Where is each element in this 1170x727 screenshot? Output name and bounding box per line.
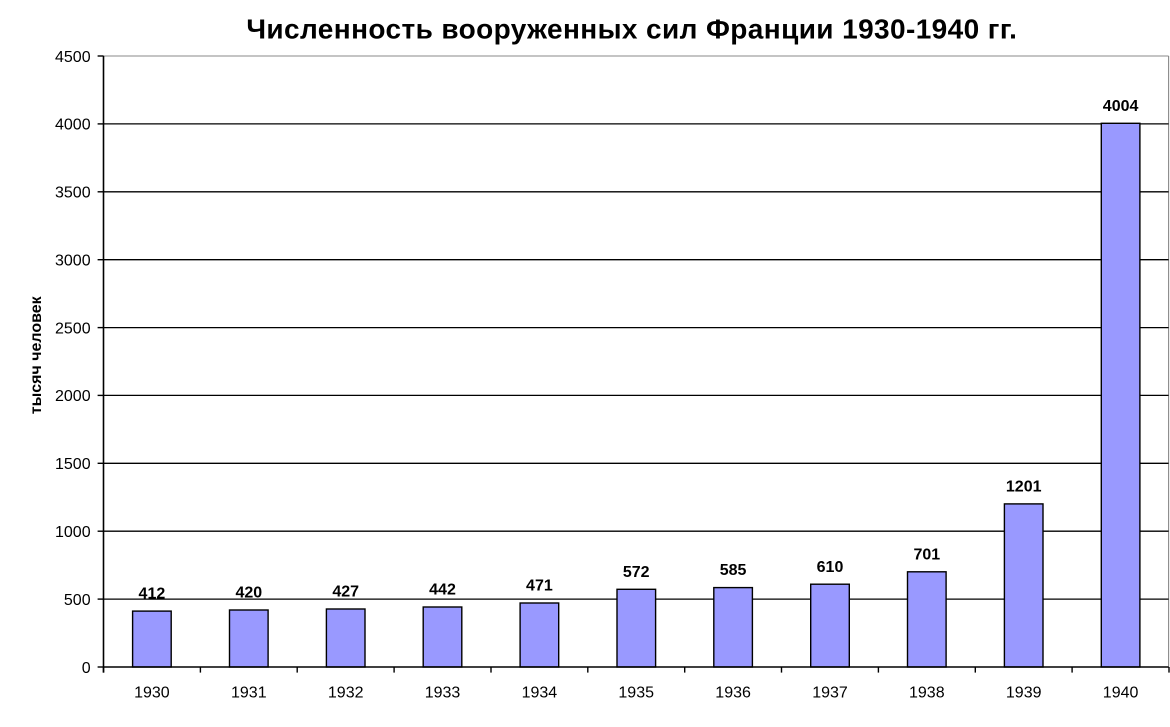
svg-text:500: 500 (64, 592, 91, 609)
svg-text:1938: 1938 (909, 685, 945, 702)
svg-text:1930: 1930 (134, 685, 170, 702)
svg-text:1934: 1934 (522, 685, 558, 702)
svg-text:Численность вооруженных сил Фр: Численность вооруженных сил Франции 1930… (246, 14, 1017, 45)
svg-text:427: 427 (332, 584, 359, 601)
svg-text:2500: 2500 (55, 320, 91, 337)
svg-text:1937: 1937 (812, 685, 848, 702)
svg-text:610: 610 (817, 559, 844, 576)
svg-text:1000: 1000 (55, 524, 91, 541)
svg-text:1936: 1936 (715, 685, 751, 702)
svg-text:2000: 2000 (55, 388, 91, 405)
svg-text:4004: 4004 (1103, 98, 1139, 115)
svg-text:3000: 3000 (55, 253, 91, 270)
svg-text:1939: 1939 (1006, 685, 1042, 702)
svg-text:1935: 1935 (618, 685, 654, 702)
svg-text:1940: 1940 (1103, 685, 1139, 702)
svg-text:1933: 1933 (425, 685, 461, 702)
svg-text:585: 585 (720, 562, 747, 579)
svg-text:1931: 1931 (231, 685, 267, 702)
svg-text:1500: 1500 (55, 456, 91, 473)
svg-text:412: 412 (139, 586, 166, 603)
svg-text:420: 420 (235, 585, 262, 602)
svg-text:572: 572 (623, 564, 650, 581)
svg-text:442: 442 (429, 582, 456, 599)
svg-text:3500: 3500 (55, 185, 91, 202)
svg-text:4000: 4000 (55, 117, 91, 134)
svg-text:701: 701 (913, 546, 940, 563)
svg-text:471: 471 (526, 578, 553, 595)
svg-text:1932: 1932 (328, 685, 364, 702)
svg-text:0: 0 (82, 660, 91, 677)
svg-text:тысяч человек: тысяч человек (28, 295, 45, 414)
svg-text:1201: 1201 (1006, 479, 1042, 496)
svg-text:4500: 4500 (55, 49, 91, 66)
